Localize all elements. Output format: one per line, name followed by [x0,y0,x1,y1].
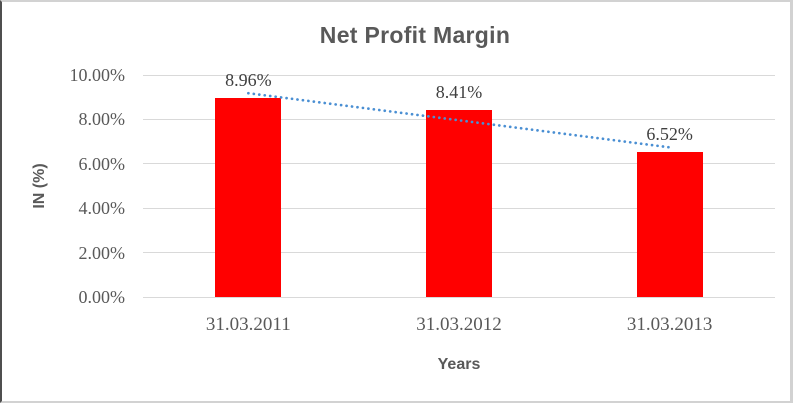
data-label: 6.52% [646,124,693,145]
trendline[interactable] [143,75,775,297]
y-tick-label: 4.00% [78,198,126,219]
y-tick-label: 0.00% [78,287,126,307]
x-axis-title: Years [437,356,481,373]
y-tick-label: 2.00% [78,242,126,263]
category-label: 31.03.2011 [205,314,291,335]
y-tick-label: 10.00% [69,65,126,85]
category-label: 31.03.2013 [626,314,713,335]
bar-31.03.2011[interactable] [215,98,282,297]
category-label: 31.03.2012 [416,314,502,335]
data-label: 8.41% [435,82,483,103]
data-label: 8.96% [225,70,272,91]
gridline [143,74,775,76]
bar-31.03.2013[interactable] [636,152,703,297]
y-tick-label: 6.00% [78,153,126,174]
plot-area: 8.96% 8.41% 6.52% [143,71,775,298]
gridline [143,296,775,298]
y-tick-label: 8.00% [78,109,126,130]
bar-31.03.2012[interactable] [426,110,492,297]
chart-title: Net Profit Margin [319,22,511,48]
